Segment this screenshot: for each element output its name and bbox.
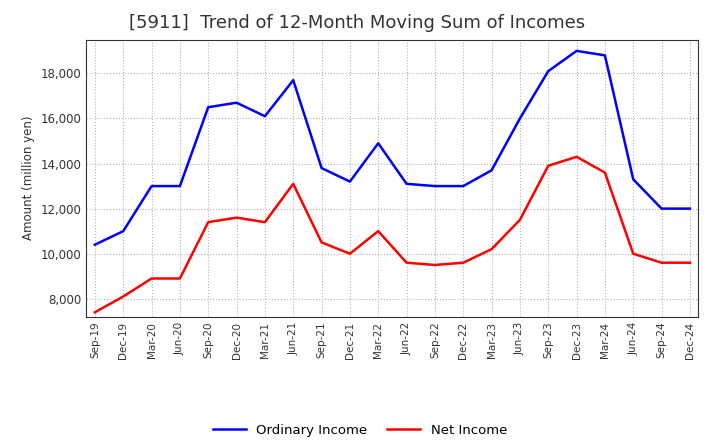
- Net Income: [544, 163, 552, 169]
- Line: Net Income: Net Income: [95, 157, 690, 312]
- Net Income: [600, 170, 609, 175]
- Net Income: [346, 251, 354, 257]
- Net Income: [516, 217, 524, 223]
- Ordinary Income: [459, 183, 467, 189]
- Net Income: [176, 276, 184, 281]
- Net Income: [204, 220, 212, 225]
- Ordinary Income: [204, 105, 212, 110]
- Ordinary Income: [318, 165, 326, 171]
- Ordinary Income: [176, 183, 184, 189]
- Ordinary Income: [91, 242, 99, 247]
- Net Income: [431, 262, 439, 268]
- Line: Ordinary Income: Ordinary Income: [95, 51, 690, 245]
- Net Income: [459, 260, 467, 265]
- Net Income: [261, 220, 269, 225]
- Net Income: [685, 260, 694, 265]
- Ordinary Income: [516, 116, 524, 121]
- Net Income: [629, 251, 637, 257]
- Text: [5911]  Trend of 12-Month Moving Sum of Incomes: [5911] Trend of 12-Month Moving Sum of I…: [130, 15, 585, 33]
- Ordinary Income: [289, 77, 297, 83]
- Net Income: [572, 154, 581, 159]
- Ordinary Income: [685, 206, 694, 211]
- Ordinary Income: [119, 228, 127, 234]
- Ordinary Income: [346, 179, 354, 184]
- Ordinary Income: [629, 177, 637, 182]
- Y-axis label: Amount (million yen): Amount (million yen): [22, 116, 35, 240]
- Net Income: [148, 276, 156, 281]
- Ordinary Income: [374, 141, 382, 146]
- Legend: Ordinary Income, Net Income: Ordinary Income, Net Income: [207, 418, 513, 440]
- Net Income: [91, 310, 99, 315]
- Ordinary Income: [233, 100, 241, 105]
- Net Income: [402, 260, 411, 265]
- Ordinary Income: [572, 48, 581, 54]
- Ordinary Income: [148, 183, 156, 189]
- Net Income: [119, 294, 127, 299]
- Ordinary Income: [487, 168, 496, 173]
- Ordinary Income: [600, 53, 609, 58]
- Ordinary Income: [261, 114, 269, 119]
- Ordinary Income: [431, 183, 439, 189]
- Net Income: [374, 228, 382, 234]
- Ordinary Income: [544, 69, 552, 74]
- Net Income: [318, 240, 326, 245]
- Net Income: [233, 215, 241, 220]
- Ordinary Income: [657, 206, 666, 211]
- Net Income: [657, 260, 666, 265]
- Net Income: [289, 181, 297, 187]
- Ordinary Income: [402, 181, 411, 187]
- Net Income: [487, 246, 496, 252]
